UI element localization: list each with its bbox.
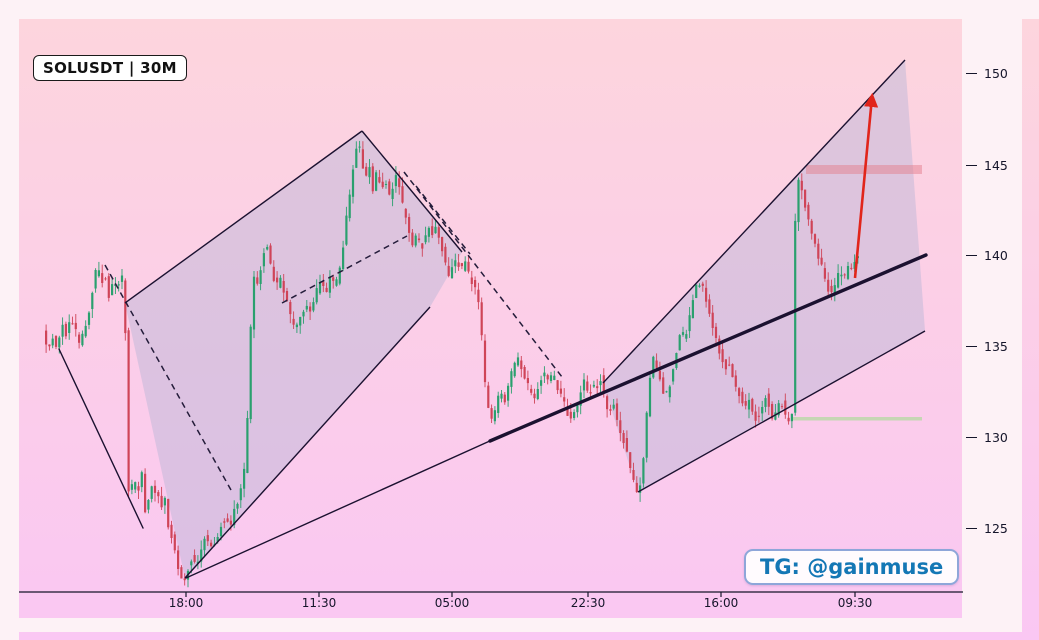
x-tick-label: 16:00 bbox=[703, 596, 739, 610]
y-tick-mark bbox=[966, 72, 977, 74]
x-tick-label: 22:30 bbox=[570, 596, 606, 610]
y-tick-label: 135 bbox=[966, 337, 1008, 355]
left-ascending-channel-edge bbox=[124, 130, 363, 304]
watermark-badge: TG: @gainmuse bbox=[744, 549, 960, 585]
y-tick-label: 125 bbox=[966, 519, 1008, 537]
x-tick-label: 09:30 bbox=[837, 596, 873, 610]
projection-arrow bbox=[853, 92, 879, 279]
left-descending-trendline bbox=[58, 348, 144, 529]
left-ascending-channel-edge bbox=[184, 306, 431, 579]
dashed-channel-median bbox=[281, 235, 408, 304]
candles-group bbox=[45, 140, 859, 588]
left-ascending-channel-fill bbox=[125, 131, 462, 578]
y-tick-mark bbox=[966, 527, 977, 529]
support-level-line bbox=[793, 417, 922, 421]
symbol-timeframe-badge: SOLUSDT | 30M bbox=[33, 55, 187, 81]
right-ascending-channel-edge bbox=[637, 330, 926, 493]
y-tick-label: 140 bbox=[966, 246, 1008, 264]
y-tick-mark bbox=[966, 345, 977, 347]
y-tick-mark bbox=[966, 436, 977, 438]
y-tick-label: 150 bbox=[966, 64, 1008, 82]
y-tick-mark bbox=[966, 164, 977, 166]
y-tick-label: 145 bbox=[966, 156, 1008, 174]
y-tick-mark bbox=[966, 254, 977, 256]
long-support-trendline-thin bbox=[185, 439, 493, 579]
long-support-trendline-thick bbox=[488, 253, 928, 443]
trendlines-group bbox=[58, 59, 928, 579]
x-tick-label: 18:00 bbox=[168, 596, 204, 610]
right-ascending-channel-edge bbox=[602, 59, 906, 384]
left-ascending-channel-edge bbox=[361, 130, 463, 253]
dashed-descending-long bbox=[403, 171, 563, 378]
dashed-descending-short bbox=[415, 185, 471, 255]
x-tick-label: 11:30 bbox=[301, 596, 337, 610]
x-axis bbox=[19, 591, 963, 597]
x-tick-label: 05:00 bbox=[434, 596, 470, 610]
y-tick-label: 130 bbox=[966, 428, 1008, 446]
